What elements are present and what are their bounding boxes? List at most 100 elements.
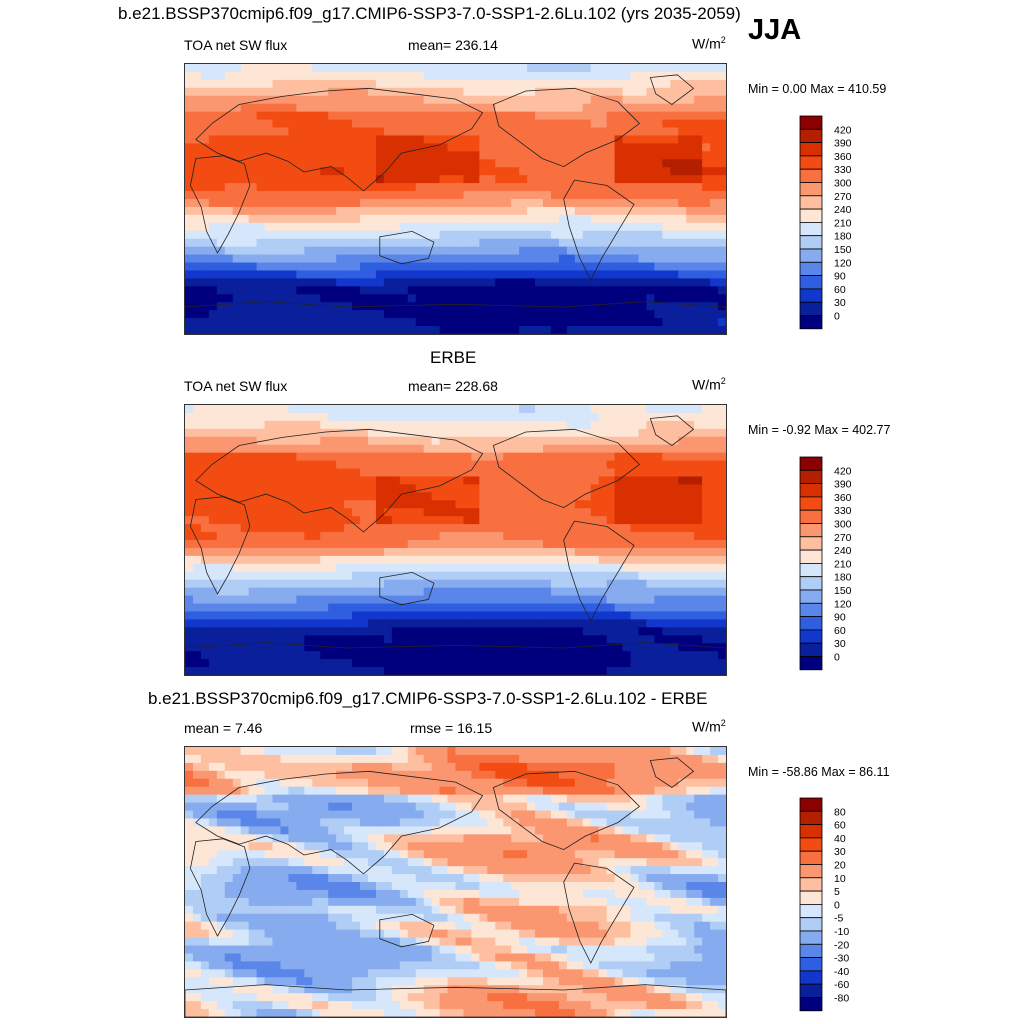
colorbar-box xyxy=(799,523,823,538)
colorbar-label: 300 xyxy=(834,519,852,531)
colorbar-box xyxy=(799,155,823,170)
colorbar-label: -10 xyxy=(834,926,849,938)
colorbar-label: -80 xyxy=(834,993,849,1005)
coastline xyxy=(189,496,251,595)
colorbar-box xyxy=(799,469,823,485)
colorbar-box xyxy=(799,917,823,932)
coastline xyxy=(379,571,435,606)
colorbar-label: 90 xyxy=(834,271,846,283)
colorbar-box xyxy=(799,824,823,839)
colorbar-label: 20 xyxy=(834,860,846,872)
coastline xyxy=(185,984,726,1017)
colorbar-label: 120 xyxy=(834,257,852,269)
colorbar-label: 0 xyxy=(834,899,840,911)
colorbar-box xyxy=(799,208,823,223)
colorbar-label: 90 xyxy=(834,612,846,624)
colorbar-box xyxy=(799,115,823,130)
coastline xyxy=(195,87,484,192)
colorbar-box xyxy=(799,602,823,618)
colorbar-label: -20 xyxy=(834,939,849,951)
colorbar-box xyxy=(799,864,823,879)
season-label: JJA xyxy=(748,14,802,46)
colorbar-label: 270 xyxy=(834,191,852,203)
colorbar-label: 0 xyxy=(834,652,840,664)
colorbar-box xyxy=(799,904,823,919)
colorbar-label: 300 xyxy=(834,178,852,190)
colorbar-label: 150 xyxy=(834,585,852,597)
colorbar-box xyxy=(799,890,823,905)
colorbar-box xyxy=(799,261,823,277)
colorbar-box xyxy=(799,877,823,892)
colorbar-label: 5 xyxy=(834,886,840,898)
colorbar-label: 180 xyxy=(834,572,852,584)
coastline xyxy=(195,428,484,533)
colorbar-box xyxy=(799,576,823,591)
field-cells xyxy=(185,64,726,334)
colorbar-label: 390 xyxy=(834,479,852,491)
colorbar-box xyxy=(799,275,823,290)
colorbar-box xyxy=(799,456,823,471)
colorbar-label: 330 xyxy=(834,164,852,176)
main-title: b.e21.BSSP370cmip6.f09_g17.CMIP6-SSP3-7.… xyxy=(118,4,741,23)
panel-1-left-label: TOA net SW flux xyxy=(184,37,288,53)
colorbar-box xyxy=(799,930,823,945)
colorbar-label: 0 xyxy=(834,311,840,323)
colorbar-box xyxy=(799,182,823,197)
panel-2-map xyxy=(184,404,727,676)
coastline xyxy=(379,913,435,948)
coastline xyxy=(492,428,641,509)
colorbar-label: -5 xyxy=(834,913,843,925)
panel-2-minmax: Min = -0.92 Max = 402.77 xyxy=(748,423,891,437)
panel-2-left-label: TOA net SW flux xyxy=(184,378,288,394)
coastline xyxy=(189,838,251,937)
colorbar-label: 390 xyxy=(834,138,852,150)
panel-3-units: W/m2 xyxy=(692,718,726,735)
colorbar-box xyxy=(799,957,823,972)
colorbar-box xyxy=(799,315,823,330)
colorbar-label: 420 xyxy=(834,465,852,477)
colorbar-box xyxy=(799,629,823,644)
colorbar-label: 80 xyxy=(834,806,846,818)
colorbar-label: 150 xyxy=(834,244,852,256)
colorbar-label: 270 xyxy=(834,532,852,544)
colorbar-box xyxy=(799,168,823,183)
coastline xyxy=(649,415,695,446)
colorbar-label: 240 xyxy=(834,204,852,216)
panel-3-mean-label: mean = 7.46 xyxy=(184,720,263,736)
colorbar-box xyxy=(799,536,823,551)
colorbar-label: -30 xyxy=(834,953,849,965)
colorbar-label: 30 xyxy=(834,297,846,309)
colorbar-box xyxy=(799,483,823,498)
field-cells xyxy=(185,747,726,1017)
colorbar-box xyxy=(799,509,823,524)
colorbar-label: 360 xyxy=(834,151,852,163)
coastline xyxy=(185,642,726,675)
coastline xyxy=(649,74,695,105)
colorbar-label: 60 xyxy=(834,820,846,832)
colorbar-box xyxy=(799,997,823,1012)
colorbar-label: 180 xyxy=(834,231,852,243)
colorbar-box xyxy=(799,301,823,316)
panel-2-colorbar: 420 390 360 330 300 270 240 210 180 150 120 90 60 30 0 xyxy=(799,456,880,671)
panel-2-units: W/m2 xyxy=(692,376,726,393)
panel-3-map xyxy=(184,746,727,1018)
colorbar-box xyxy=(799,142,823,157)
panel-3-rmse-label: rmse = 16.15 xyxy=(410,720,493,736)
coastline xyxy=(185,301,726,334)
coastline xyxy=(492,770,641,851)
colorbar-box xyxy=(799,810,823,826)
colorbar-label: 210 xyxy=(834,558,852,570)
panel-1-colorbar: 420 390 360 330 300 270 240 210 180 150 120 90 60 30 0 xyxy=(799,115,880,330)
coastline xyxy=(189,155,251,254)
colorbar-box xyxy=(799,970,823,985)
panel-3-minmax: Min = -58.86 Max = 86.11 xyxy=(748,765,890,779)
panel-1-units: W/m2 xyxy=(692,35,726,52)
colorbar-box xyxy=(799,549,823,564)
coastline xyxy=(563,862,635,964)
colorbar-box xyxy=(799,943,823,959)
colorbar-box xyxy=(799,837,823,852)
colorbar-label: 240 xyxy=(834,545,852,557)
colorbar-label: 330 xyxy=(834,505,852,517)
colorbar-box xyxy=(799,797,823,812)
colorbar-label: 60 xyxy=(834,284,846,296)
